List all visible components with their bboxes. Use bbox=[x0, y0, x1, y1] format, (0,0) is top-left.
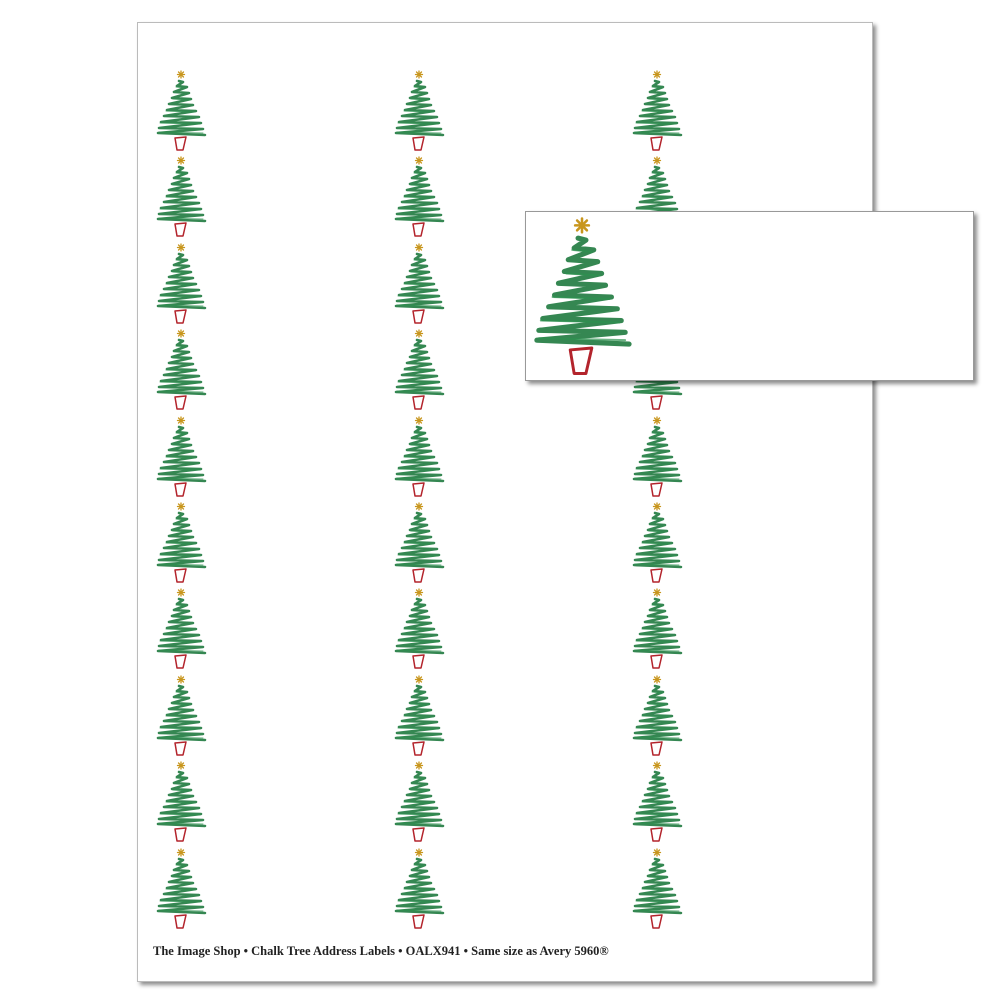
label-sheet: The Image Shop • Chalk Tree Address Labe… bbox=[137, 22, 873, 982]
chalk-christmas-tree-icon bbox=[155, 416, 207, 498]
chalk-christmas-tree-icon bbox=[393, 502, 445, 584]
chalk-christmas-tree-icon bbox=[631, 70, 683, 152]
chalk-christmas-tree-icon bbox=[393, 243, 445, 325]
chalk-christmas-tree-icon bbox=[631, 675, 683, 757]
sheet-footer: The Image Shop • Chalk Tree Address Labe… bbox=[153, 944, 609, 958]
chalk-christmas-tree-icon bbox=[631, 502, 683, 584]
chalk-christmas-tree-icon bbox=[631, 588, 683, 670]
chalk-christmas-tree-icon bbox=[393, 329, 445, 411]
chalk-christmas-tree-icon bbox=[155, 243, 207, 325]
chalk-christmas-tree-icon bbox=[155, 675, 207, 757]
chalk-christmas-tree-icon bbox=[393, 761, 445, 843]
chalk-christmas-tree-icon bbox=[155, 70, 207, 152]
chalk-christmas-tree-icon bbox=[155, 588, 207, 670]
chalk-christmas-tree-icon bbox=[155, 761, 207, 843]
chalk-christmas-tree-icon bbox=[631, 848, 683, 930]
chalk-christmas-tree-icon bbox=[393, 416, 445, 498]
chalk-christmas-tree-icon bbox=[155, 329, 207, 411]
chalk-christmas-tree-icon bbox=[531, 215, 633, 379]
label-zoom-preview bbox=[525, 211, 974, 381]
chalk-christmas-tree-icon bbox=[631, 761, 683, 843]
chalk-christmas-tree-icon bbox=[393, 675, 445, 757]
chalk-christmas-tree-icon bbox=[393, 588, 445, 670]
chalk-christmas-tree-icon bbox=[631, 416, 683, 498]
chalk-christmas-tree-icon bbox=[393, 848, 445, 930]
chalk-christmas-tree-icon bbox=[155, 156, 207, 238]
chalk-christmas-tree-icon bbox=[393, 70, 445, 152]
chalk-christmas-tree-icon bbox=[155, 502, 207, 584]
chalk-christmas-tree-icon bbox=[155, 848, 207, 930]
chalk-christmas-tree-icon bbox=[393, 156, 445, 238]
